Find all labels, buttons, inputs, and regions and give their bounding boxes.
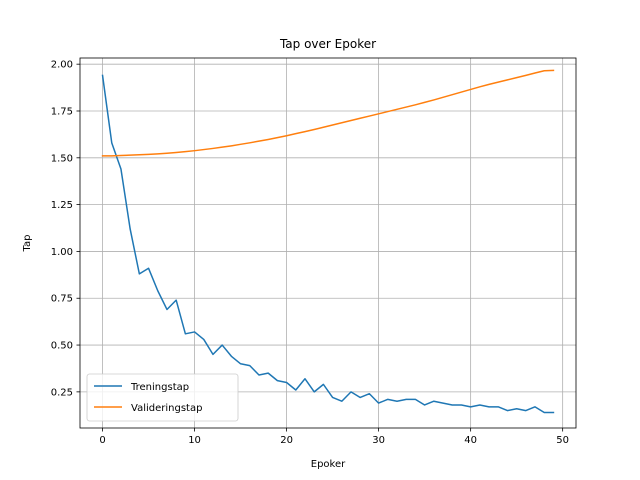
axis-ticks: 0 10 20 30 40 50 0.25 0.50 0.75 1.00 1.25 1.50 1.75 2… <box>51 60 569 446</box>
x-tick-label: 20 <box>280 435 293 446</box>
x-axis-label: Epoker <box>311 459 346 470</box>
x-tick-label: 50 <box>556 435 569 446</box>
grid <box>80 58 576 428</box>
y-tick-label: 2.00 <box>51 60 73 71</box>
legend-entry: Treningstap <box>130 382 189 393</box>
y-axis-label: Tap <box>22 235 33 253</box>
legend-box <box>86 373 239 422</box>
y-tick-label: 0.50 <box>51 341 73 352</box>
series-line-treningstap <box>101 74 555 414</box>
x-tick-label: 30 <box>372 435 385 446</box>
plot-frame <box>79 57 577 429</box>
y-tick-label: 0.75 <box>51 294 73 305</box>
series-lines <box>101 69 555 414</box>
legend-entry: Valideringstap <box>131 403 202 414</box>
y-tick-label: 1.50 <box>51 153 73 164</box>
x-tick-label: 40 <box>464 435 477 446</box>
chart-title: Tap over Epoker <box>279 37 376 51</box>
y-tick-label: 1.25 <box>51 200 73 211</box>
y-tick-label: 1.75 <box>51 106 73 117</box>
x-tick-label: 0 <box>99 435 105 446</box>
y-tick-label: 0.25 <box>51 387 73 398</box>
y-tick-label: 1.00 <box>51 247 73 258</box>
series-line-valideringstap <box>101 69 555 157</box>
x-tick-label: 10 <box>188 435 201 446</box>
legend: Treningstap Valideringstap <box>86 373 239 422</box>
